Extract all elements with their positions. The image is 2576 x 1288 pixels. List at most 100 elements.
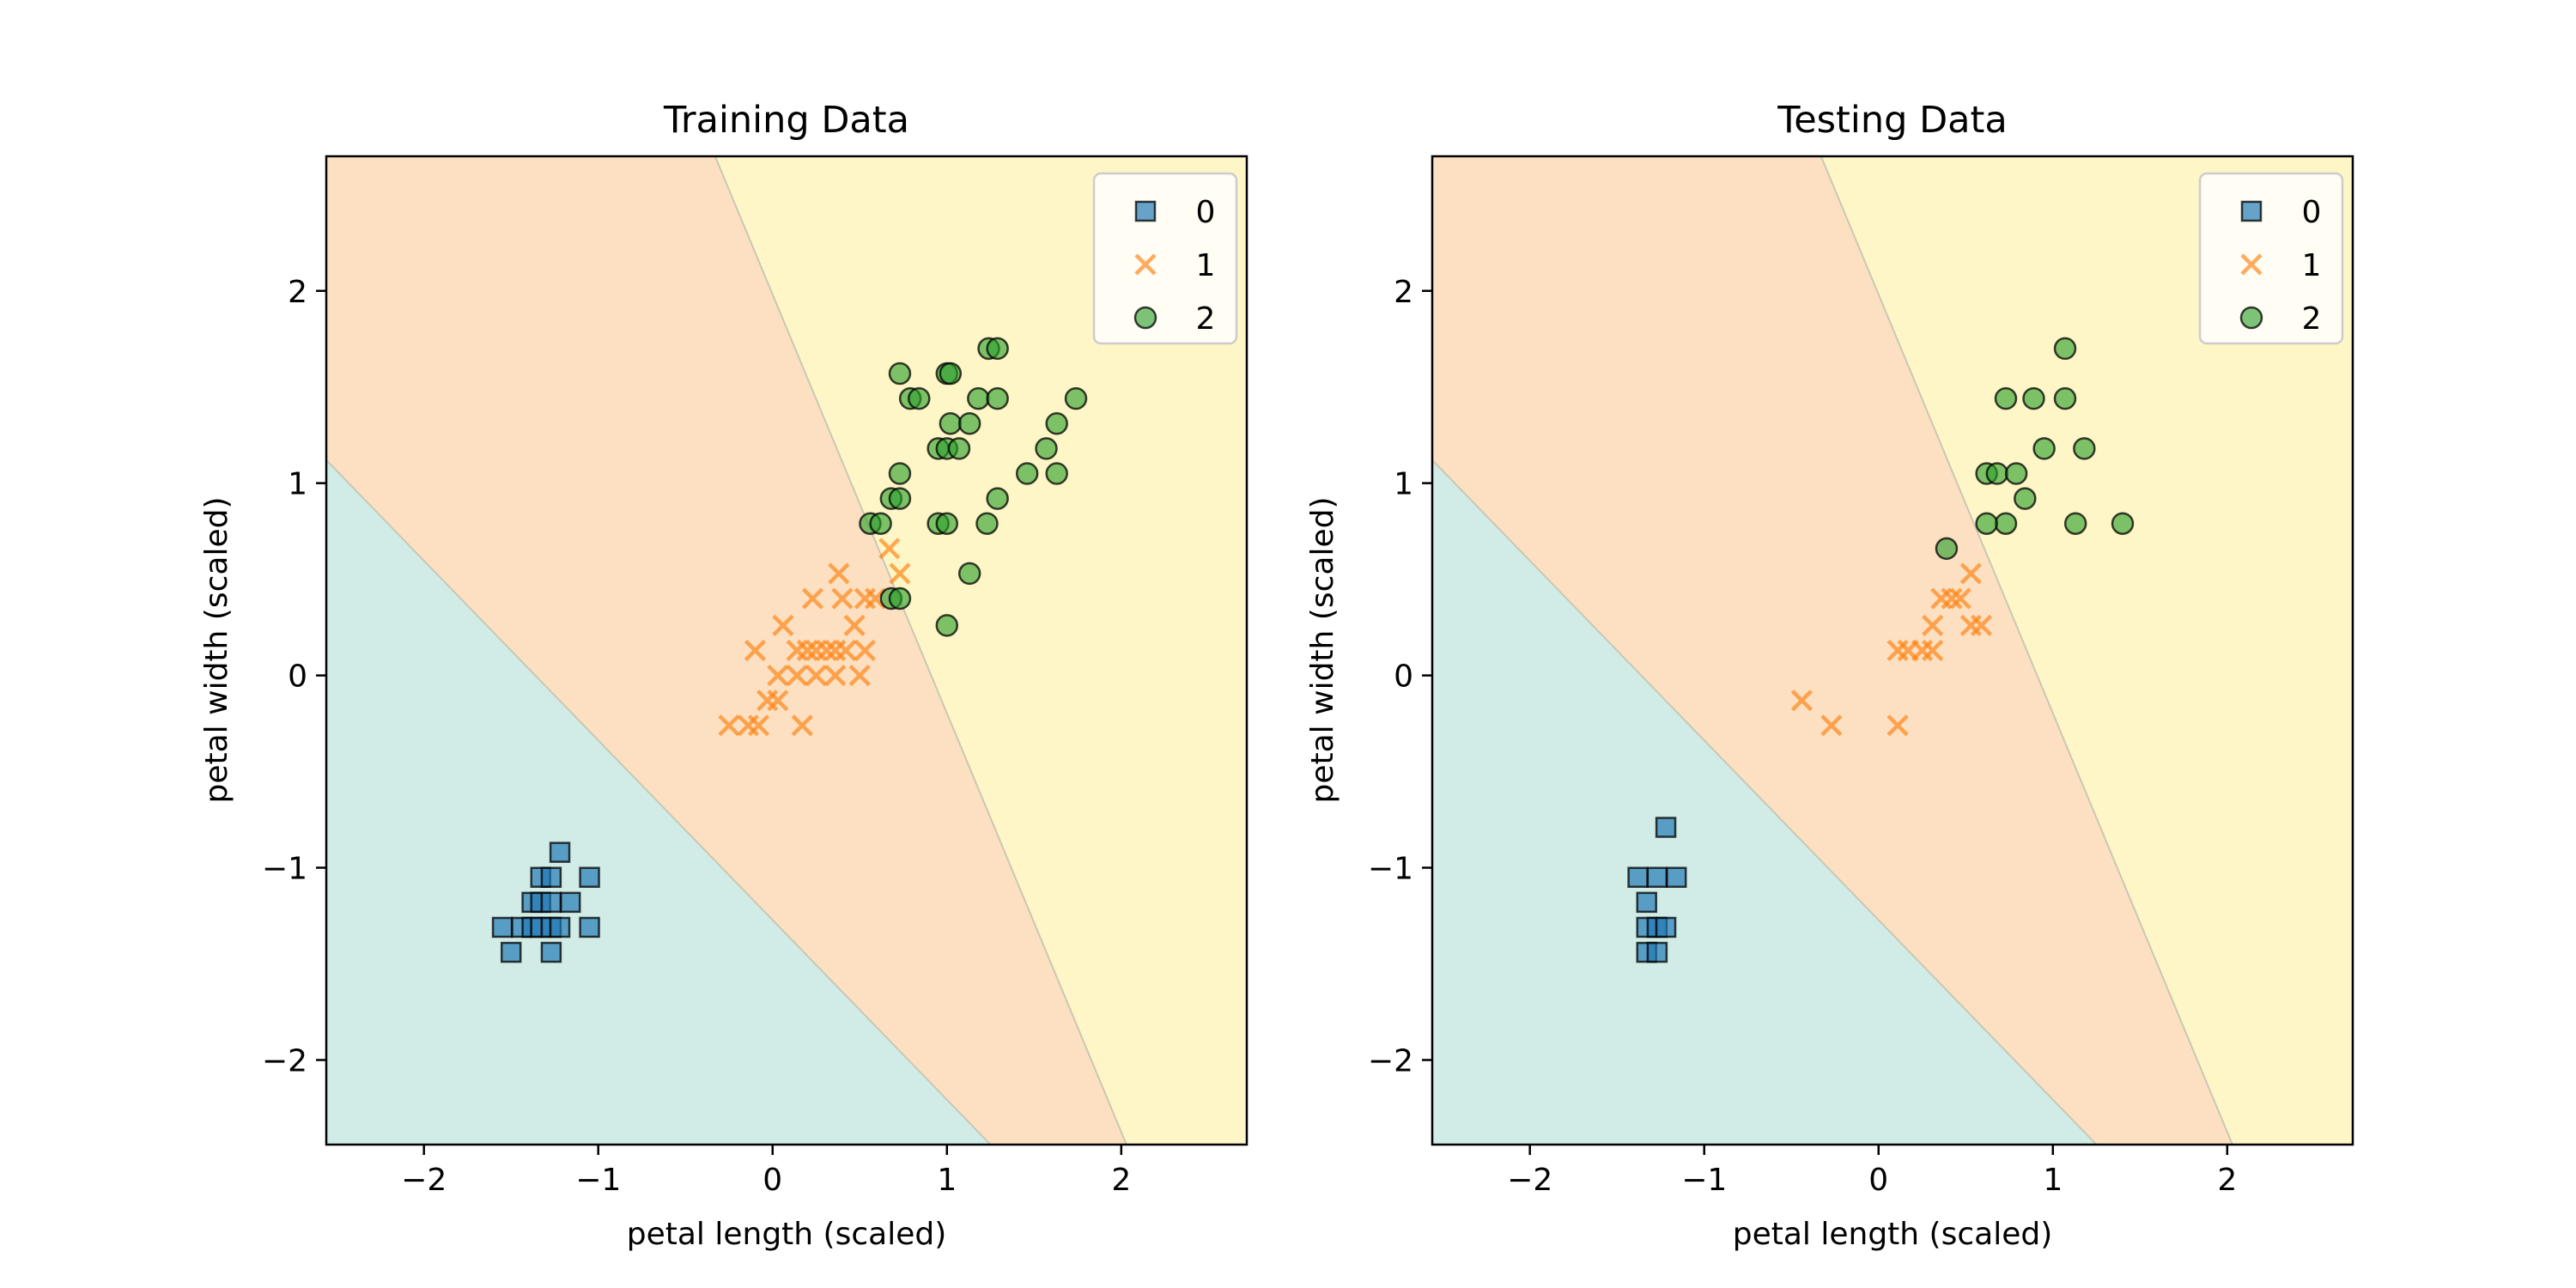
x-tick-label: −2 <box>1507 1163 1552 1198</box>
x-tick-label: 0 <box>1868 1163 1888 1198</box>
data-point-class-1 <box>747 714 770 737</box>
data-point-class-2 <box>986 337 1009 361</box>
data-point-class-2 <box>1994 512 2018 535</box>
y-tick-label: 0 <box>1394 659 1413 695</box>
data-point-class-1 <box>1949 587 1971 610</box>
data-point-class-0 <box>500 941 522 963</box>
x-tick-label: −1 <box>575 1163 621 1198</box>
data-point-class-2 <box>935 512 959 535</box>
data-point-class-2 <box>2073 437 2096 460</box>
legend-box <box>1092 172 1238 345</box>
data-point-class-0 <box>549 916 571 939</box>
legend-label-class-2: 2 <box>2302 301 2322 337</box>
data-point-class-2 <box>975 512 999 535</box>
data-point-class-2 <box>957 562 981 586</box>
data-point-class-1 <box>843 614 866 636</box>
data-point-class-2 <box>1015 462 1039 485</box>
data-point-class-0 <box>579 916 600 939</box>
data-point-class-0 <box>1636 891 1657 914</box>
y-tick-label: −1 <box>1368 852 1413 887</box>
x-axis: −2 −1 0 1 2 <box>401 1145 1131 1198</box>
data-point-class-1 <box>796 639 818 662</box>
chart-title: Testing Data <box>1777 99 2008 142</box>
data-point-class-1 <box>1790 690 1814 712</box>
data-point-class-2 <box>888 361 912 386</box>
data-point-class-0 <box>1627 866 1649 888</box>
data-point-class-2 <box>2014 487 2037 510</box>
data-point-class-2 <box>888 462 912 485</box>
decision-boundary-1 <box>1820 156 2233 1145</box>
legend-marker-class-2 <box>1133 306 1157 330</box>
data-point-class-2 <box>2032 437 2056 460</box>
data-point-class-1 <box>791 714 813 737</box>
data-point-class-1 <box>854 639 876 662</box>
x-axis-label: petal length (scaled) <box>1733 1217 2053 1252</box>
legend-label-class-0: 0 <box>2302 195 2322 230</box>
data-point-class-1 <box>824 665 847 687</box>
data-point-class-1 <box>767 690 789 712</box>
data-point-class-1 <box>828 562 850 585</box>
decision-regions <box>1432 156 2353 1145</box>
data-point-class-2 <box>869 512 892 535</box>
data-point-class-1 <box>1922 639 1944 662</box>
x-axis-label: petal length (scaled) <box>627 1217 947 1252</box>
data-point-class-0 <box>540 866 562 888</box>
x-tick-label: 1 <box>2043 1163 2063 1198</box>
data-point-class-2 <box>2111 512 2135 535</box>
data-point-class-2 <box>1045 412 1068 435</box>
legend-marker-class-0 <box>1134 200 1157 222</box>
data-point-class-2 <box>986 487 1009 510</box>
decision-boundary-0 <box>1432 459 2098 1145</box>
y-tick-label: −1 <box>262 852 307 887</box>
data-point-class-2 <box>1975 512 1998 535</box>
data-point-class-2 <box>957 412 981 435</box>
data-points <box>1627 337 2135 963</box>
data-point-class-2 <box>2053 386 2077 410</box>
legend-label-class-1: 1 <box>1196 248 1216 283</box>
data-point-class-1 <box>805 665 828 687</box>
data-point-class-2 <box>2063 512 2087 535</box>
data-point-class-1 <box>1820 714 1843 737</box>
data-point-class-2 <box>908 386 931 410</box>
data-point-class-2 <box>939 361 963 386</box>
data-point-class-2 <box>1935 537 1959 561</box>
data-point-class-0 <box>559 891 581 914</box>
legend-label-class-0: 0 <box>1196 195 1216 230</box>
data-point-class-1 <box>744 639 767 662</box>
data-point-class-0 <box>540 941 562 963</box>
y-axis: −2 −1 0 1 2 <box>1368 275 1432 1078</box>
y-tick-label: 0 <box>288 659 307 695</box>
data-point-class-2 <box>1045 462 1068 485</box>
data-point-class-0 <box>1665 866 1687 888</box>
legend-label-class-1: 1 <box>2302 248 2322 283</box>
legend-label-class-2: 2 <box>1196 301 1216 337</box>
legend: 0 1 2 <box>1092 172 1238 345</box>
y-tick-label: −2 <box>1368 1043 1413 1078</box>
chart-title: Training Data <box>663 99 909 142</box>
y-tick-label: −2 <box>262 1043 307 1078</box>
data-point-class-1 <box>786 665 808 687</box>
data-point-class-0 <box>540 891 562 914</box>
data-point-class-2 <box>1035 437 1058 460</box>
legend-marker-class-0 <box>2240 200 2263 222</box>
x-tick-label: −1 <box>1681 1163 1727 1198</box>
data-point-class-0 <box>549 841 571 863</box>
data-point-class-0 <box>1646 866 1668 888</box>
data-point-class-1 <box>772 614 794 636</box>
y-axis-label: petal width (scaled) <box>1305 497 1340 804</box>
data-points <box>491 337 1088 963</box>
data-point-class-2 <box>888 586 912 611</box>
y-tick-label: 2 <box>1394 275 1413 310</box>
data-point-class-1 <box>1886 714 1909 737</box>
subplot-testing: −2 −1 0 1 2 −2 −1 0 1 2 Testing Data petal lengt… <box>1305 99 2354 1252</box>
decision-boundary-1 <box>714 156 1127 1145</box>
data-point-class-2 <box>1985 462 2009 485</box>
legend-marker-class-1 <box>2240 253 2263 276</box>
data-point-class-2 <box>2053 337 2077 361</box>
data-point-class-1 <box>1970 614 1993 636</box>
legend-marker-class-2 <box>2239 306 2263 330</box>
data-point-class-0 <box>1655 916 1677 939</box>
data-point-class-1 <box>767 665 789 687</box>
y-tick-label: 1 <box>288 467 307 502</box>
